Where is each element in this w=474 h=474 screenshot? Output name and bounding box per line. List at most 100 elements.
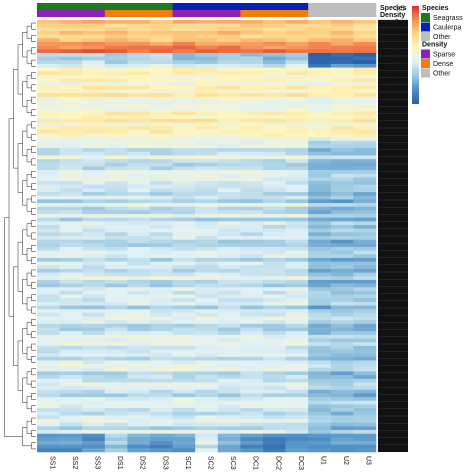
heatmap-cell xyxy=(127,397,151,402)
heatmap-cell xyxy=(285,316,309,321)
heatmap-cell xyxy=(150,342,173,347)
heatmap-cell xyxy=(353,96,377,101)
heatmap-cell xyxy=(217,56,241,61)
heatmap-cell xyxy=(150,89,173,94)
heatmap-cell xyxy=(240,382,264,387)
heatmap-cell xyxy=(353,115,377,120)
heatmap-cell xyxy=(263,342,286,347)
heatmap-cell xyxy=(285,56,309,61)
heatmap-cell xyxy=(82,78,106,83)
annotation-cell xyxy=(285,3,309,10)
heatmap-cell xyxy=(104,261,128,266)
heatmap-cell xyxy=(285,430,309,434)
dendrogram-branch xyxy=(26,50,32,64)
heatmap-cell xyxy=(150,415,173,420)
heatmap-cell xyxy=(195,93,219,98)
heatmap-cell xyxy=(37,221,60,226)
heatmap-cell xyxy=(127,265,151,270)
heatmap-cell xyxy=(217,118,241,123)
row-dendrogram xyxy=(4,22,36,450)
heatmap-cell xyxy=(240,422,264,427)
heatmap-cell xyxy=(217,312,241,317)
heatmap-cell xyxy=(217,283,241,288)
legend-swatch xyxy=(421,22,430,32)
heatmap-cell xyxy=(59,63,83,68)
heatmap-cell xyxy=(353,265,377,270)
heatmap-cell xyxy=(353,364,377,369)
heatmap-cell xyxy=(240,389,264,394)
heatmap-cell xyxy=(240,126,264,131)
heatmap-cell xyxy=(217,170,241,175)
annotation-cell xyxy=(172,10,196,17)
heatmap-cell xyxy=(127,287,151,292)
heatmap-cell xyxy=(195,276,219,281)
heatmap-cell xyxy=(82,411,106,416)
heatmap-cell xyxy=(217,430,241,434)
heatmap-cell xyxy=(330,225,354,229)
heatmap-cell xyxy=(263,411,286,416)
heatmap-cell xyxy=(353,353,377,358)
heatmap-cell xyxy=(217,323,241,328)
heatmap-cell xyxy=(195,34,219,39)
heatmap-cell xyxy=(263,177,286,182)
heatmap-cell xyxy=(104,378,128,383)
dendrogram-branch xyxy=(31,232,36,240)
heatmap-cell xyxy=(82,426,106,431)
heatmap-cell xyxy=(172,400,196,405)
heatmap-cell xyxy=(263,188,286,193)
heatmap-cell xyxy=(150,74,173,79)
heatmap-cell xyxy=(82,173,106,178)
heatmap-cell xyxy=(195,203,219,208)
heatmap-cell xyxy=(240,375,264,380)
heatmap-cell xyxy=(330,375,354,380)
heatmap-cell xyxy=(104,78,128,83)
heatmap-cell xyxy=(353,331,377,336)
heatmap-cell xyxy=(263,30,286,35)
heatmap-cell xyxy=(127,338,151,343)
heatmap-cell xyxy=(285,104,309,109)
heatmap-cell xyxy=(172,353,196,358)
annotation-cell xyxy=(285,10,309,17)
heatmap-cell xyxy=(353,137,377,142)
heatmap-cell xyxy=(330,279,354,284)
heatmap-cell xyxy=(37,371,60,376)
heatmap-cell xyxy=(37,404,60,409)
heatmap-cell xyxy=(240,129,264,134)
heatmap-cell xyxy=(217,148,241,153)
annotation-cell xyxy=(308,3,332,10)
heatmap-cell xyxy=(330,188,354,193)
heatmap-cell xyxy=(285,243,309,248)
heatmap-cell xyxy=(285,444,309,449)
heatmap-cell xyxy=(217,327,241,332)
heatmap-cell xyxy=(59,56,83,61)
heatmap-cell xyxy=(104,140,128,145)
heatmap-cell xyxy=(127,323,151,328)
heatmap-cell xyxy=(104,290,128,295)
heatmap-cell xyxy=(59,170,83,175)
heatmap-cell xyxy=(285,173,309,178)
heatmap-cell xyxy=(217,408,241,413)
heatmap-cell xyxy=(308,188,332,193)
heatmap-cell xyxy=(217,349,241,354)
heatmap-cell xyxy=(330,298,354,303)
heatmap-cell xyxy=(195,448,219,453)
heatmap-cell xyxy=(127,192,151,197)
heatmap-cell xyxy=(308,111,332,116)
heatmap-cell xyxy=(195,155,219,160)
heatmap-cell xyxy=(82,166,106,171)
heatmap-cell xyxy=(172,327,196,332)
heatmap-cell xyxy=(330,232,354,237)
heatmap-cell xyxy=(37,279,60,284)
heatmap-cell xyxy=(82,327,106,332)
annotation-cell xyxy=(82,3,106,10)
heatmap-cell xyxy=(172,320,196,325)
heatmap-cell xyxy=(37,349,60,354)
heatmap-cell xyxy=(285,74,309,79)
heatmap-cell xyxy=(195,257,219,262)
heatmap-cell xyxy=(330,371,354,376)
heatmap-cell xyxy=(330,115,354,120)
heatmap-cell xyxy=(150,389,173,394)
heatmap-cell xyxy=(150,360,173,365)
heatmap-cell xyxy=(285,38,309,43)
heatmap-cell xyxy=(127,426,151,431)
